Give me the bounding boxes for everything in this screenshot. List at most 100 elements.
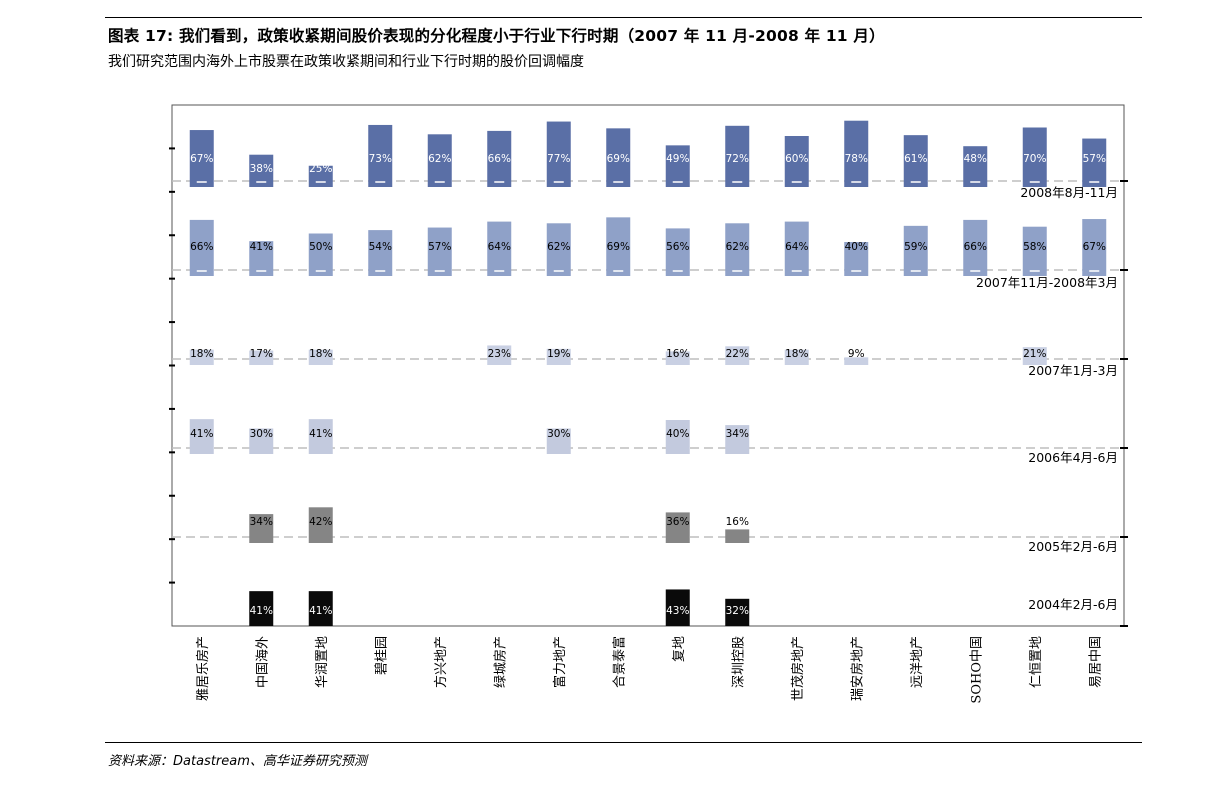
bar bbox=[725, 598, 750, 626]
bar bbox=[665, 589, 690, 626]
data-label: 21% bbox=[1023, 348, 1046, 360]
bar bbox=[249, 350, 274, 365]
data-label: 18% bbox=[309, 348, 332, 360]
bar bbox=[903, 135, 928, 187]
bar bbox=[546, 348, 571, 365]
bar bbox=[249, 591, 274, 626]
bar bbox=[308, 507, 333, 543]
bar bbox=[1022, 347, 1047, 365]
bar bbox=[308, 165, 333, 187]
data-label: 38% bbox=[250, 163, 273, 175]
category-label: 碧桂园 bbox=[374, 636, 389, 675]
bar bbox=[665, 420, 690, 454]
bar bbox=[189, 419, 214, 454]
data-label: 54% bbox=[369, 241, 392, 253]
bar bbox=[189, 219, 214, 276]
bar bbox=[784, 221, 809, 276]
category-label: 瑞安房地产 bbox=[849, 636, 865, 701]
data-label: 17% bbox=[250, 348, 273, 360]
bar bbox=[844, 120, 869, 187]
data-label: 69% bbox=[607, 153, 630, 165]
series-label: 2008年8月-11月 bbox=[1020, 185, 1118, 200]
data-label: 32% bbox=[726, 605, 749, 617]
data-label: 50% bbox=[309, 241, 332, 253]
bar bbox=[487, 221, 512, 276]
data-label: 19% bbox=[547, 348, 570, 360]
data-label: 49% bbox=[666, 153, 689, 165]
data-label: 62% bbox=[726, 241, 749, 253]
category-label: 方兴地产 bbox=[433, 636, 449, 688]
series-label: 2005年2月-6月 bbox=[1028, 539, 1118, 554]
bar bbox=[308, 591, 333, 626]
data-label: 56% bbox=[666, 241, 689, 253]
data-label: 34% bbox=[726, 428, 749, 440]
figure-subtitle: 我们研究范围内海外上市股票在政策收紧期间和行业下行时期的股价回调幅度 bbox=[108, 54, 584, 70]
top-rule bbox=[105, 17, 1142, 18]
data-label: 70% bbox=[1023, 153, 1046, 165]
category-label: SOHO中国 bbox=[969, 636, 984, 704]
data-label: 40% bbox=[666, 428, 689, 440]
bar bbox=[546, 121, 571, 187]
data-label: 72% bbox=[726, 153, 749, 165]
series-label: 2007年11月-2008年3月 bbox=[976, 275, 1118, 290]
figure-title: 图表 17: 我们看到，政策收紧期间股价表现的分化程度小于行业下行时期（2007… bbox=[108, 27, 885, 45]
bar bbox=[784, 136, 809, 187]
data-label: 69% bbox=[607, 241, 630, 253]
data-label: 57% bbox=[1083, 153, 1106, 165]
bar bbox=[249, 514, 274, 543]
data-label: 61% bbox=[904, 153, 927, 165]
data-label: 59% bbox=[904, 241, 927, 253]
data-label: 23% bbox=[488, 348, 511, 360]
bar bbox=[606, 217, 631, 276]
data-label: 16% bbox=[666, 348, 689, 360]
data-label: 41% bbox=[250, 605, 273, 617]
data-label: 30% bbox=[547, 428, 570, 440]
data-label: 64% bbox=[488, 241, 511, 253]
bar bbox=[963, 146, 988, 187]
bar bbox=[784, 349, 809, 365]
data-label: 66% bbox=[488, 153, 511, 165]
category-label: 远洋地产 bbox=[910, 636, 925, 688]
data-label: 66% bbox=[190, 241, 213, 253]
category-label: 雅居乐房产 bbox=[195, 636, 211, 701]
bar bbox=[1022, 226, 1047, 276]
data-label: 58% bbox=[1023, 241, 1046, 253]
bar bbox=[844, 357, 869, 365]
data-label: 42% bbox=[309, 516, 332, 528]
data-label: 16% bbox=[726, 516, 749, 528]
bar bbox=[249, 241, 274, 276]
category-label: 绿城房产 bbox=[492, 636, 508, 688]
data-label: 22% bbox=[726, 348, 749, 360]
bar bbox=[665, 145, 690, 187]
bar bbox=[189, 130, 214, 187]
data-label: 9% bbox=[848, 348, 865, 360]
bar bbox=[368, 230, 393, 276]
category-label: 易居中国 bbox=[1088, 636, 1103, 688]
series-label: 2007年1月-3月 bbox=[1028, 363, 1118, 378]
data-label: 66% bbox=[964, 241, 987, 253]
data-label: 34% bbox=[250, 516, 273, 528]
bar bbox=[308, 233, 333, 276]
data-label: 78% bbox=[845, 153, 868, 165]
source-note: 资料来源：Datastream、高华证券研究预测 bbox=[108, 754, 367, 769]
data-label: 18% bbox=[190, 348, 213, 360]
bar bbox=[546, 428, 571, 454]
category-label: 复地 bbox=[672, 636, 687, 662]
bar bbox=[368, 124, 393, 187]
bar bbox=[725, 346, 750, 365]
data-label: 18% bbox=[785, 348, 808, 360]
bar bbox=[487, 345, 512, 365]
category-label: 富力地产 bbox=[552, 636, 568, 688]
bar bbox=[963, 219, 988, 276]
data-label: 41% bbox=[309, 605, 332, 617]
bar bbox=[308, 419, 333, 454]
data-label: 73% bbox=[369, 153, 392, 165]
data-label: 67% bbox=[1083, 241, 1106, 253]
bar bbox=[665, 512, 690, 543]
bar bbox=[665, 351, 690, 365]
data-label: 41% bbox=[190, 428, 213, 440]
data-label: 43% bbox=[666, 605, 689, 617]
bar bbox=[665, 228, 690, 276]
category-label: 深圳控股 bbox=[731, 636, 746, 688]
